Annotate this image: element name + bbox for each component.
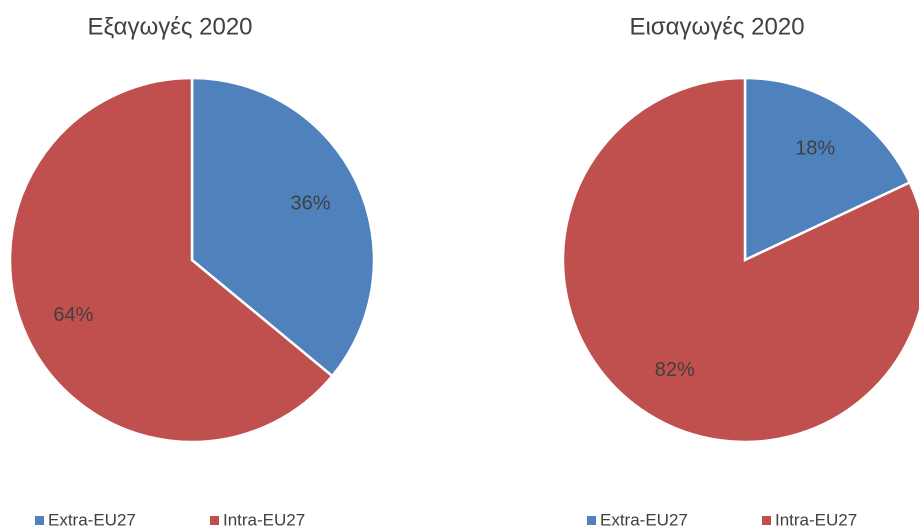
pie-slice [561,76,919,444]
data-label: 18% [795,138,835,160]
data-label: 82% [655,359,695,381]
legend-swatch [35,516,44,525]
legend-label: Intra-EU27 [223,510,305,529]
legend-swatch [762,516,771,525]
data-label: 36% [291,192,331,214]
chart-title: Εξαγωγές 2020 [87,13,252,40]
pie-slice [190,76,376,378]
pie-slice [8,76,334,444]
legend-swatch [210,516,219,525]
chart-title: Εισαγωγές 2020 [629,13,804,40]
pie-slice [743,76,912,262]
legend-label: Extra-EU27 [48,510,136,529]
legend-label: Extra-EU27 [600,510,688,529]
data-label: 64% [53,304,93,326]
legend-label: Intra-EU27 [775,510,857,529]
legend-swatch [587,516,596,525]
